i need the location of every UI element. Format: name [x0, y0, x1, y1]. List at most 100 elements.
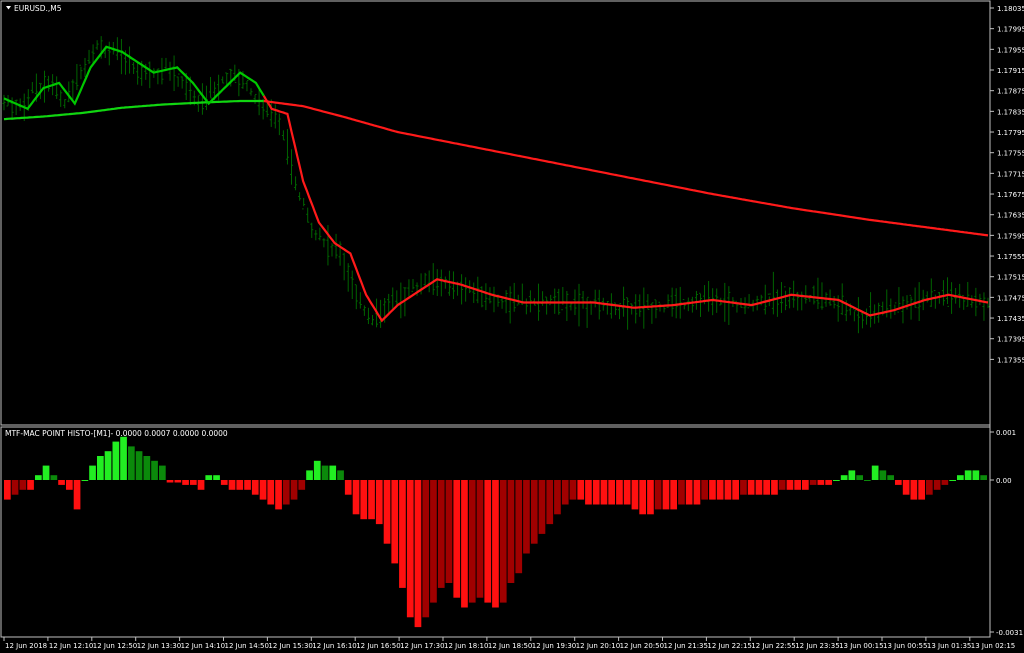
histogram-bar	[755, 480, 763, 495]
histogram-bar	[213, 475, 220, 480]
slow-ma-line-up	[3, 99, 264, 121]
price-label: 1.17755	[997, 150, 1024, 158]
histogram-bar	[585, 480, 592, 505]
histogram-bar	[980, 475, 987, 480]
time-label: 12 Jun 20:10	[576, 642, 620, 650]
histogram-bar	[468, 480, 476, 603]
histogram-layer	[4, 436, 987, 628]
time-label: 12 Jun 14:10	[181, 642, 225, 650]
histogram-bar	[360, 480, 368, 520]
histogram-bar	[81, 480, 89, 481]
histogram-bar	[639, 480, 646, 515]
time-label: 12 Jun 15:30	[268, 642, 312, 650]
time-label: 12 Jun 16:50	[356, 642, 400, 650]
histogram-bar	[964, 470, 972, 480]
histogram-bar	[523, 480, 530, 554]
histogram-bar	[732, 480, 739, 500]
price-label: 1.17795	[997, 129, 1024, 137]
indicator-scale-top: 0.001	[996, 429, 1016, 437]
histogram-bar	[747, 480, 755, 495]
histogram-bar	[530, 480, 538, 544]
histogram-bar	[786, 480, 794, 490]
histogram-bar	[135, 451, 143, 480]
histogram-bar	[445, 480, 453, 583]
histogram-bar	[182, 480, 189, 485]
histogram-bar	[11, 480, 19, 495]
triangle-down-icon[interactable]	[6, 6, 11, 10]
histogram-bar	[35, 475, 42, 480]
histogram-bar	[4, 480, 11, 500]
histogram-bar	[344, 480, 352, 495]
histogram-bar	[151, 460, 158, 480]
histogram-bar	[724, 480, 732, 500]
time-label: 12 Jun 12:50	[93, 642, 137, 650]
histogram-bar	[592, 480, 600, 505]
histogram-bar	[887, 475, 894, 480]
price-label: 1.17355	[997, 356, 1024, 364]
histogram-bar	[802, 480, 809, 490]
histogram-bar	[205, 475, 213, 480]
histogram-bar	[933, 480, 941, 490]
histogram-bar	[740, 480, 747, 495]
time-label: 12 Jun 22:15	[707, 642, 751, 650]
time-label: 12 Jun 18:10	[444, 642, 488, 650]
histogram-bar	[709, 480, 716, 500]
indicator-title: MTF-MAC POINT HISTO-[M1]- 0.0000 0.0007 …	[5, 429, 228, 438]
histogram-bar	[66, 480, 73, 490]
price-label: 1.17875	[997, 88, 1024, 96]
histogram-bar	[290, 480, 298, 500]
histogram-bar	[190, 480, 197, 485]
histogram-bar	[794, 480, 801, 490]
price-label: 1.17515	[997, 274, 1024, 282]
histogram-bar	[569, 480, 577, 500]
price-label: 1.17435	[997, 315, 1024, 323]
histogram-bar	[833, 480, 840, 481]
histogram-bar	[662, 480, 670, 510]
histogram-bar	[515, 480, 523, 574]
histogram-bar	[337, 470, 344, 480]
histogram-bar	[902, 480, 910, 495]
histogram-bar	[701, 480, 708, 500]
price-label: 1.17915	[997, 67, 1024, 75]
histogram-bar	[949, 480, 956, 481]
histogram-bar	[275, 480, 282, 510]
histogram-bar	[647, 480, 654, 515]
histogram-bar	[313, 460, 321, 480]
histogram-bar	[461, 480, 468, 608]
histogram-bar	[778, 480, 786, 490]
price-label: 1.17675	[997, 191, 1024, 199]
histogram-bar	[383, 480, 391, 544]
symbol-title[interactable]: EURUSD.,M5	[14, 4, 62, 13]
histogram-bar	[329, 465, 337, 480]
histogram-bar	[693, 480, 701, 505]
histogram-bar	[840, 475, 848, 480]
histogram-bar	[197, 480, 205, 490]
histogram-bar	[306, 470, 313, 480]
time-label: 13 Jun 00:15	[839, 642, 883, 650]
histogram-bar	[825, 480, 832, 485]
histogram-bar	[817, 480, 825, 485]
histogram-bar	[910, 480, 918, 500]
histogram-bar	[600, 480, 608, 505]
histogram-bar	[546, 480, 554, 525]
histogram-bar	[484, 480, 492, 603]
histogram-bar	[771, 480, 778, 495]
histogram-bar	[918, 480, 925, 500]
histogram-bar	[159, 465, 166, 480]
time-label: 13 Jun 00:55	[883, 642, 927, 650]
histogram-bar	[476, 480, 484, 598]
histogram-bar	[104, 451, 112, 480]
time-label: 12 Jun 12:10	[49, 642, 93, 650]
histogram-bar	[561, 480, 569, 505]
histogram-bar	[97, 456, 104, 480]
histogram-bar	[267, 480, 275, 505]
price-label: 1.17635	[997, 212, 1024, 220]
histogram-bar	[856, 475, 863, 480]
histogram-bar	[236, 480, 244, 490]
time-label: 12 Jun 14:50	[225, 642, 269, 650]
fast-ma-line-down	[262, 95, 989, 323]
histogram-bar	[623, 480, 631, 505]
price-label: 1.17835	[997, 108, 1024, 116]
moving-averages-layer	[3, 45, 989, 323]
